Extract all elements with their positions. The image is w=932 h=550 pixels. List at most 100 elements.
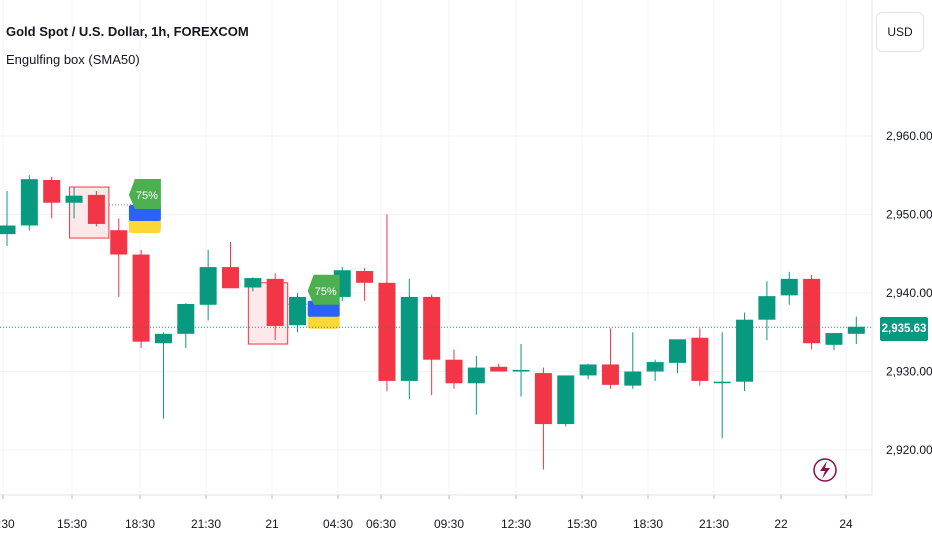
candle-body bbox=[132, 254, 150, 342]
candle bbox=[713, 332, 731, 439]
candle bbox=[646, 359, 664, 381]
candle-body bbox=[490, 366, 508, 372]
engulfing-percent-label: 75% bbox=[136, 190, 158, 202]
candle bbox=[177, 303, 195, 348]
candle bbox=[222, 241, 239, 289]
candle-body bbox=[423, 296, 441, 360]
currency-button[interactable]: USD bbox=[876, 12, 924, 52]
candle bbox=[199, 249, 217, 321]
candle-body bbox=[199, 267, 217, 305]
candle bbox=[825, 333, 843, 351]
candle-body bbox=[512, 369, 530, 372]
candle-body bbox=[557, 375, 575, 425]
candle-body bbox=[691, 337, 709, 381]
candle bbox=[758, 281, 776, 341]
price-tick-label: 2,930.00 bbox=[886, 365, 932, 379]
candle bbox=[110, 218, 128, 297]
candle bbox=[20, 175, 38, 231]
chart-grid bbox=[0, 0, 872, 495]
candle-body bbox=[43, 179, 61, 203]
time-tick-label: 15:30 bbox=[567, 517, 597, 531]
time-tick-label: 21 bbox=[265, 517, 279, 531]
candle bbox=[423, 294, 441, 396]
time-tick-label: 06:30 bbox=[366, 517, 396, 531]
candle-body bbox=[847, 326, 865, 334]
candle-body bbox=[378, 282, 396, 381]
candle-body bbox=[758, 296, 776, 320]
price-tick-label: 2,940.00 bbox=[886, 286, 932, 300]
time-tick-label: 12:30 bbox=[501, 517, 531, 531]
candle bbox=[512, 344, 530, 397]
candle-body bbox=[110, 230, 128, 255]
engulfing-markers: 75% 75% bbox=[128, 179, 340, 329]
candle-body bbox=[601, 364, 619, 385]
time-tick-label: 15:30 bbox=[57, 517, 87, 531]
time-tick-label: 21:30 bbox=[191, 517, 221, 531]
candle-body bbox=[579, 364, 597, 376]
candle-body bbox=[154, 333, 172, 344]
indicator-label[interactable]: Engulfing box (SMA50) bbox=[6, 52, 140, 67]
current-price-label: 2,935.63 bbox=[880, 317, 928, 341]
candle bbox=[669, 339, 686, 374]
candle-body bbox=[713, 381, 731, 384]
time-tick-label: 04:30 bbox=[323, 517, 353, 531]
candle bbox=[400, 278, 418, 399]
candle-body bbox=[825, 333, 843, 345]
candle bbox=[87, 190, 105, 227]
candle bbox=[378, 214, 396, 392]
candle bbox=[132, 249, 150, 348]
candle bbox=[244, 277, 262, 292]
candle bbox=[467, 355, 485, 415]
candle-body bbox=[87, 194, 105, 224]
candle-body bbox=[400, 296, 418, 381]
chart-title: Gold Spot / U.S. Dollar, 1h, FOREXCOM bbox=[6, 24, 249, 39]
candle bbox=[289, 293, 307, 333]
candle bbox=[691, 328, 709, 386]
candle bbox=[736, 312, 754, 392]
candle bbox=[780, 271, 798, 305]
candle bbox=[65, 187, 83, 219]
marker-green bbox=[307, 274, 340, 305]
candle bbox=[356, 267, 374, 301]
candle bbox=[579, 363, 597, 380]
time-tick-label: 18:30 bbox=[633, 517, 663, 531]
marker-green bbox=[128, 179, 161, 210]
engulfing-percent-label: 75% bbox=[315, 286, 337, 298]
candle bbox=[803, 274, 821, 350]
candle bbox=[490, 363, 508, 372]
candle-body bbox=[177, 303, 195, 334]
candle bbox=[154, 332, 172, 419]
candle-body bbox=[669, 339, 686, 363]
candle-body bbox=[65, 195, 83, 203]
price-axis[interactable]: 2,960.00 2,950.00 2,940.00 2,930.00 2,920.00 bbox=[871, 0, 932, 495]
candles bbox=[0, 175, 865, 470]
candle-body bbox=[736, 319, 754, 382]
candle-body bbox=[534, 373, 552, 425]
candle bbox=[847, 316, 865, 345]
price-tick-label: 2,960.00 bbox=[886, 129, 932, 143]
lightning-icon[interactable] bbox=[813, 458, 837, 482]
candle bbox=[43, 176, 61, 219]
candle-body bbox=[646, 362, 664, 372]
candle-body bbox=[803, 278, 821, 344]
price-tick-label: 2,920.00 bbox=[886, 443, 932, 457]
candle-body bbox=[356, 271, 374, 283]
candle-body bbox=[0, 225, 16, 235]
time-tick-label: 09:30 bbox=[434, 517, 464, 531]
time-tick-label: 18:30 bbox=[125, 517, 155, 531]
candle bbox=[601, 328, 619, 389]
candle bbox=[534, 367, 552, 470]
candle-body bbox=[780, 278, 798, 296]
time-tick-label: 22 bbox=[774, 517, 788, 531]
candle-body bbox=[445, 359, 463, 384]
time-axis[interactable]: 2:30 15:30 18:30 21:30 21 04:30 06:30 09:30 12:3… bbox=[0, 494, 872, 531]
candle bbox=[0, 190, 16, 246]
candle-body bbox=[266, 278, 284, 326]
candle-body bbox=[467, 367, 485, 384]
candle bbox=[445, 349, 463, 389]
candle-body bbox=[20, 179, 38, 226]
candle bbox=[266, 273, 284, 341]
price-tick-label: 2,950.00 bbox=[886, 208, 932, 222]
candle bbox=[624, 332, 642, 389]
